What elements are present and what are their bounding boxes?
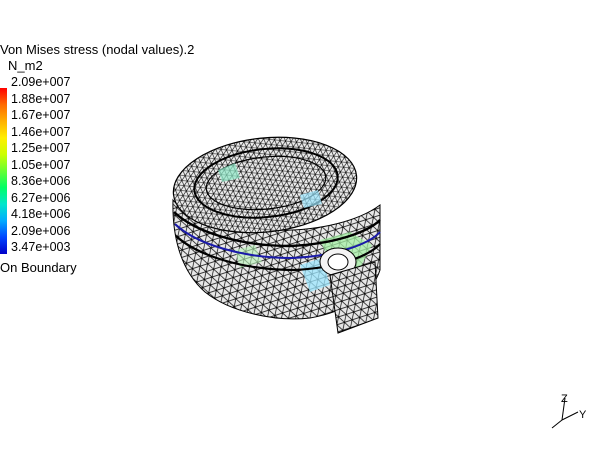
y-axis-label: Y [579,409,587,421]
legend-value: 1.46e+007 [11,124,71,139]
legend-value: 2.09e+007 [11,75,71,89]
ring-groove [175,235,381,272]
crown-bowl [193,147,339,219]
stress-patch [218,163,240,182]
axis-triad: Z Y [551,393,587,429]
legend-value: 1.05e+007 [11,157,71,172]
ring-groove [173,211,381,248]
piston-mesh-model[interactable] [160,125,390,340]
boundary-label: On Boundary [0,260,77,275]
stress-patch [235,245,262,268]
ring-groove [174,223,381,260]
color-scale-bar [0,88,7,254]
legend-title: Von Mises stress (nodal values).2 [0,42,195,57]
legend-value: 4.18e+006 [11,207,71,221]
z-axis-label: Z [561,393,568,405]
legend-value: 1.67e+007 [11,108,71,122]
legend-value: 3.47e+003 [11,240,71,254]
legend-value: 1.25e+007 [11,141,71,155]
legend-unit: N_m2 [8,58,43,73]
legend-value: 6.27e+006 [11,190,71,205]
stress-patch [300,190,322,208]
legend-value: 1.88e+007 [11,91,71,106]
legend-value: 8.36e+006 [11,174,71,188]
legend-value: 2.09e+006 [11,223,71,238]
